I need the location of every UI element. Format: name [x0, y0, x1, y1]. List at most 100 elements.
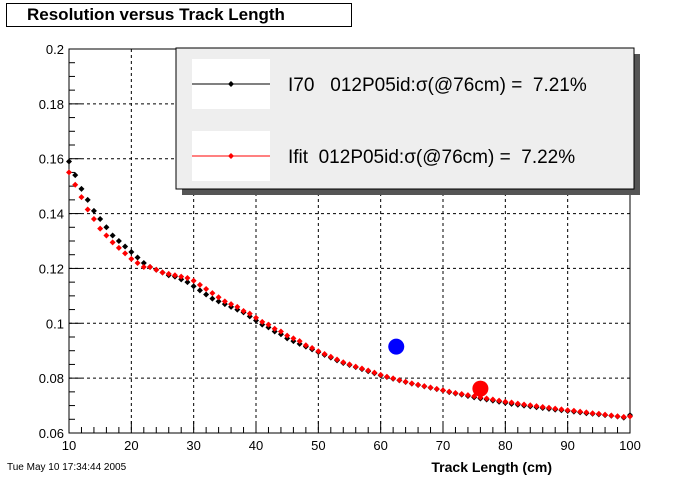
- data-point: [140, 259, 147, 266]
- data-point: [284, 332, 291, 339]
- data-point: [140, 264, 147, 271]
- data-point: [165, 270, 172, 277]
- data-point: [452, 389, 459, 396]
- data-point: [446, 388, 453, 395]
- data-point: [464, 392, 471, 399]
- data-point: [122, 250, 129, 257]
- data-point: [334, 356, 341, 363]
- data-point: [184, 279, 191, 286]
- y-tick-label: 0.08: [39, 371, 64, 386]
- x-axis-label: Track Length (cm): [431, 459, 552, 475]
- data-point: [552, 405, 559, 412]
- data-point: [602, 411, 609, 418]
- x-tick-label: 50: [311, 438, 325, 453]
- data-point: [346, 361, 353, 368]
- data-point: [240, 307, 247, 314]
- data-point: [340, 359, 347, 366]
- data-point: [390, 375, 397, 382]
- data-point: [271, 325, 278, 332]
- data-point: [433, 385, 440, 392]
- data-point: [84, 206, 91, 213]
- data-point: [128, 255, 135, 262]
- data-point: [128, 248, 135, 255]
- data-point: [608, 412, 615, 419]
- data-point: [358, 365, 365, 372]
- data-point: [558, 406, 565, 413]
- data-point: [408, 380, 415, 387]
- data-point: [221, 298, 228, 305]
- data-point: [377, 371, 384, 378]
- x-tick-label: 10: [62, 438, 76, 453]
- data-point: [315, 348, 322, 355]
- x-tick-label: 100: [619, 438, 641, 453]
- data-point: [352, 363, 359, 370]
- data-point: [521, 401, 528, 408]
- data-point: [90, 216, 97, 223]
- highlight-point-1: [472, 380, 489, 397]
- data-point: [190, 283, 197, 290]
- data-point: [539, 403, 546, 410]
- data-point: [215, 294, 222, 301]
- data-point: [583, 409, 590, 416]
- data-point: [421, 383, 428, 390]
- data-point: [496, 397, 503, 404]
- data-point: [564, 407, 571, 414]
- data-point: [296, 338, 303, 345]
- data-point: [196, 281, 203, 288]
- data-point: [620, 413, 627, 420]
- data-point: [134, 259, 141, 266]
- data-point: [614, 413, 621, 420]
- data-point: [246, 310, 253, 317]
- y-tick-label: 0.18: [39, 97, 64, 112]
- chart-title: Resolution versus Track Length: [6, 3, 352, 27]
- y-tick-label: 0.12: [39, 261, 64, 276]
- data-point: [72, 181, 79, 188]
- data-point: [327, 353, 334, 360]
- data-point: [309, 344, 316, 351]
- data-point: [527, 402, 534, 409]
- legend-marker: [228, 153, 234, 159]
- data-point: [277, 328, 284, 335]
- data-point: [483, 395, 490, 402]
- data-point: [178, 273, 185, 280]
- x-tick-label: 20: [124, 438, 138, 453]
- data-point: [147, 264, 154, 271]
- data-point: [109, 239, 116, 246]
- data-point: [78, 185, 85, 192]
- data-point: [383, 373, 390, 380]
- data-point: [184, 275, 191, 282]
- data-point: [78, 194, 85, 201]
- data-point: [489, 396, 496, 403]
- x-tick-label: 40: [249, 438, 263, 453]
- data-point: [209, 295, 216, 302]
- x-tick-label: 60: [373, 438, 387, 453]
- data-point: [440, 387, 446, 394]
- data-point: [259, 318, 266, 325]
- data-point: [203, 286, 210, 292]
- data-point: [265, 321, 272, 328]
- data-point: [627, 413, 633, 420]
- data-point: [415, 381, 422, 388]
- data-point: [115, 238, 122, 244]
- data-point: [508, 399, 515, 406]
- data-point: [84, 196, 91, 203]
- data-point: [402, 378, 409, 385]
- data-point: [209, 290, 216, 297]
- highlight-point-0: [388, 338, 405, 355]
- data-point: [66, 158, 72, 165]
- data-point: [371, 369, 378, 376]
- y-tick-label: 0.14: [39, 207, 64, 222]
- data-point: [427, 384, 434, 391]
- data-point: [97, 216, 104, 223]
- y-tick-label: 0.06: [39, 426, 64, 441]
- data-point: [66, 169, 72, 176]
- data-point: [365, 367, 372, 374]
- data-point: [103, 224, 110, 231]
- data-point: [153, 266, 160, 273]
- data-point: [90, 207, 97, 214]
- x-tick-label: 90: [560, 438, 574, 453]
- legend-label: Ifit 012P05id:σ(@76cm) = 7.22%: [288, 147, 575, 168]
- data-point: [228, 301, 235, 308]
- timestamp: Tue May 10 17:34:44 2005: [7, 462, 127, 473]
